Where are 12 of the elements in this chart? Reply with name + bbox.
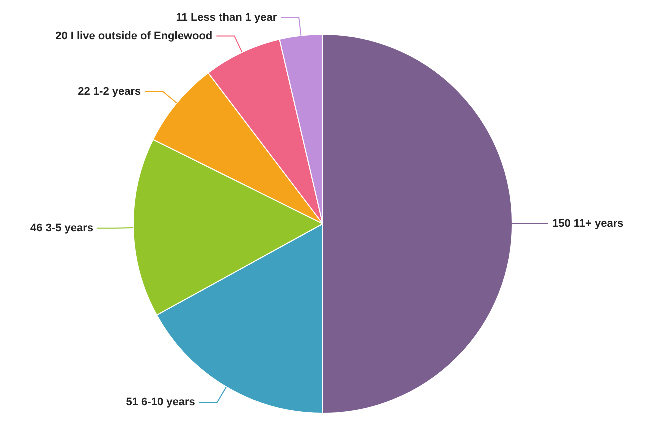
slice-label: 1-2 years bbox=[93, 86, 142, 98]
slice-label: 6-10 years bbox=[142, 396, 196, 409]
data-label: 20 bbox=[56, 30, 68, 42]
slice-label: 3-5 years bbox=[46, 222, 94, 234]
slice-label: I live outside of Englewood bbox=[70, 30, 213, 42]
data-label: 46 bbox=[30, 222, 43, 234]
data-label: 11 bbox=[176, 12, 188, 24]
data-label: 22 bbox=[78, 86, 90, 98]
slice-label: Less than 1 year bbox=[190, 12, 278, 24]
slice-label: 11+ years bbox=[574, 218, 624, 230]
data-label: 150 bbox=[552, 218, 571, 230]
data-label: 51 bbox=[126, 396, 139, 409]
